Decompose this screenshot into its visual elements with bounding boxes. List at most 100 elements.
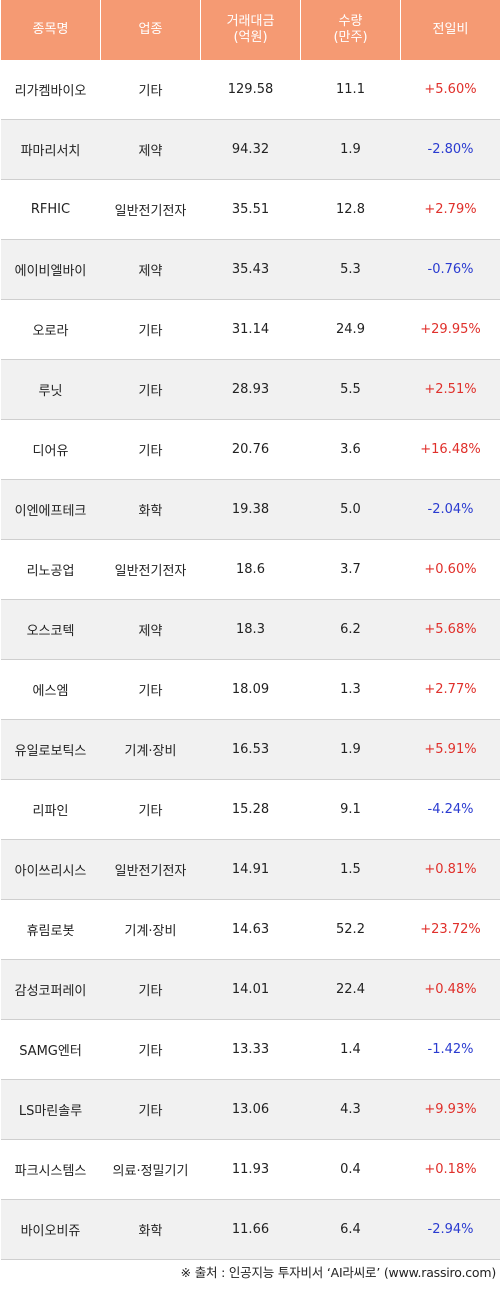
amount-cell: 11.93	[200, 1139, 301, 1200]
change-cell: +5.91%	[400, 719, 500, 780]
sector-cell: 의료·정밀기기	[100, 1139, 201, 1200]
volume-cell: 6.2	[300, 599, 401, 660]
stock-name-cell: 휴림로봇	[0, 899, 101, 960]
header-amount: 거래대금 (억원)	[200, 0, 301, 60]
amount-cell: 129.58	[200, 60, 301, 120]
amount-cell: 14.91	[200, 839, 301, 900]
table-row: 파마리서치 제약 94.32 1.9 -2.80%	[0, 119, 500, 180]
stock-name-cell: 리노공업	[0, 539, 101, 600]
table-row: 바이오비쥬 화학 11.66 6.4 -2.94%	[0, 1199, 500, 1260]
amount-cell: 14.63	[200, 899, 301, 960]
volume-cell: 1.4	[300, 1019, 401, 1080]
table-row: 리가켐바이오 기타 129.58 11.1 +5.60%	[0, 60, 500, 120]
amount-cell: 18.6	[200, 539, 301, 600]
change-cell: +16.48%	[400, 419, 500, 480]
header-change: 전일비	[400, 0, 500, 60]
stock-table: 종목명 업종 거래대금 (억원) 수량 (만주) 전일비 리가켐바이오 기타 1…	[0, 0, 500, 1260]
header-volume-line1: 수량	[338, 14, 363, 29]
table-row: 이엔에프테크 화학 19.38 5.0 -2.04%	[0, 479, 500, 540]
sector-cell: 기타	[100, 779, 201, 840]
stock-name-cell: 에이비엘바이	[0, 239, 101, 300]
change-cell: -2.80%	[400, 119, 500, 180]
table-body: 리가켐바이오 기타 129.58 11.1 +5.60% 파마리서치 제약 94…	[0, 60, 500, 1260]
stock-name-cell: 디어유	[0, 419, 101, 480]
table-row: 오로라 기타 31.14 24.9 +29.95%	[0, 299, 500, 360]
stock-name-cell: 루닛	[0, 359, 101, 420]
change-cell: -0.76%	[400, 239, 500, 300]
volume-cell: 5.0	[300, 479, 401, 540]
volume-cell: 4.3	[300, 1079, 401, 1140]
sector-cell: 기타	[100, 1019, 201, 1080]
change-cell: +29.95%	[400, 299, 500, 360]
sector-cell: 기계·장비	[100, 719, 201, 780]
amount-cell: 18.09	[200, 659, 301, 720]
sector-cell: 기타	[100, 959, 201, 1020]
sector-cell: 일반전기전자	[100, 539, 201, 600]
volume-cell: 12.8	[300, 179, 401, 240]
table-row: 루닛 기타 28.93 5.5 +2.51%	[0, 359, 500, 420]
change-cell: +0.48%	[400, 959, 500, 1020]
header-amount-line2: (억원)	[233, 30, 268, 45]
table-row: 리파인 기타 15.28 9.1 -4.24%	[0, 779, 500, 840]
amount-cell: 19.38	[200, 479, 301, 540]
sector-cell: 기계·장비	[100, 899, 201, 960]
stock-name-cell: 감성코퍼레이	[0, 959, 101, 1020]
change-cell: +2.77%	[400, 659, 500, 720]
table-row: 리노공업 일반전기전자 18.6 3.7 +0.60%	[0, 539, 500, 600]
sector-cell: 기타	[100, 359, 201, 420]
change-cell: +2.79%	[400, 179, 500, 240]
stock-name-cell: 유일로보틱스	[0, 719, 101, 780]
amount-cell: 13.33	[200, 1019, 301, 1080]
volume-cell: 1.9	[300, 719, 401, 780]
sector-cell: 일반전기전자	[100, 179, 201, 240]
table-header: 종목명 업종 거래대금 (억원) 수량 (만주) 전일비	[0, 0, 500, 60]
stock-name-cell: RFHIC	[0, 179, 101, 240]
sector-cell: 기타	[100, 60, 201, 120]
table-row: RFHIC 일반전기전자 35.51 12.8 +2.79%	[0, 179, 500, 240]
volume-cell: 5.3	[300, 239, 401, 300]
header-amount-line1: 거래대금	[226, 14, 275, 29]
table-row: 에이비엘바이 제약 35.43 5.3 -0.76%	[0, 239, 500, 300]
volume-cell: 0.4	[300, 1139, 401, 1200]
header-volume: 수량 (만주)	[300, 0, 401, 60]
sector-cell: 기타	[100, 419, 201, 480]
sector-cell: 화학	[100, 1199, 201, 1260]
amount-cell: 35.51	[200, 179, 301, 240]
volume-cell: 24.9	[300, 299, 401, 360]
sector-cell: 제약	[100, 599, 201, 660]
volume-cell: 11.1	[300, 60, 401, 120]
amount-cell: 16.53	[200, 719, 301, 780]
change-cell: +5.60%	[400, 60, 500, 120]
volume-cell: 9.1	[300, 779, 401, 840]
sector-cell: 기타	[100, 659, 201, 720]
stock-name-cell: 아이쓰리시스	[0, 839, 101, 900]
change-cell: +5.68%	[400, 599, 500, 660]
amount-cell: 14.01	[200, 959, 301, 1020]
table-row: 파크시스템스 의료·정밀기기 11.93 0.4 +0.18%	[0, 1139, 500, 1200]
amount-cell: 20.76	[200, 419, 301, 480]
stock-name-cell: 리파인	[0, 779, 101, 840]
source-footer: ※ 출처 : 인공지능 투자비서 ‘AI라씨로’ (www.rassiro.co…	[180, 1265, 497, 1280]
stock-name-cell: 오스코텍	[0, 599, 101, 660]
volume-cell: 22.4	[300, 959, 401, 1020]
volume-cell: 1.9	[300, 119, 401, 180]
table-row: 오스코텍 제약 18.3 6.2 +5.68%	[0, 599, 500, 660]
change-cell: +2.51%	[400, 359, 500, 420]
table-row: LS마린솔루 기타 13.06 4.3 +9.93%	[0, 1079, 500, 1140]
sector-cell: 제약	[100, 119, 201, 180]
header-volume-line2: (만주)	[333, 30, 368, 45]
volume-cell: 52.2	[300, 899, 401, 960]
volume-cell: 3.7	[300, 539, 401, 600]
table-row: 에스엠 기타 18.09 1.3 +2.77%	[0, 659, 500, 720]
sector-cell: 일반전기전자	[100, 839, 201, 900]
table-row: SAMG엔터 기타 13.33 1.4 -1.42%	[0, 1019, 500, 1080]
change-cell: +0.18%	[400, 1139, 500, 1200]
table-row: 디어유 기타 20.76 3.6 +16.48%	[0, 419, 500, 480]
stock-name-cell: 리가켐바이오	[0, 60, 101, 120]
stock-name-cell: 파마리서치	[0, 119, 101, 180]
amount-cell: 11.66	[200, 1199, 301, 1260]
volume-cell: 3.6	[300, 419, 401, 480]
change-cell: +23.72%	[400, 899, 500, 960]
table-row: 유일로보틱스 기계·장비 16.53 1.9 +5.91%	[0, 719, 500, 780]
